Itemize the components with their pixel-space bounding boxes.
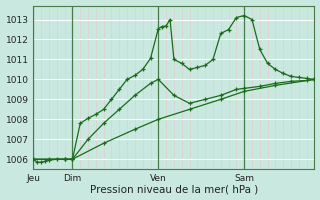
X-axis label: Pression niveau de la mer( hPa ): Pression niveau de la mer( hPa ) xyxy=(90,184,258,194)
